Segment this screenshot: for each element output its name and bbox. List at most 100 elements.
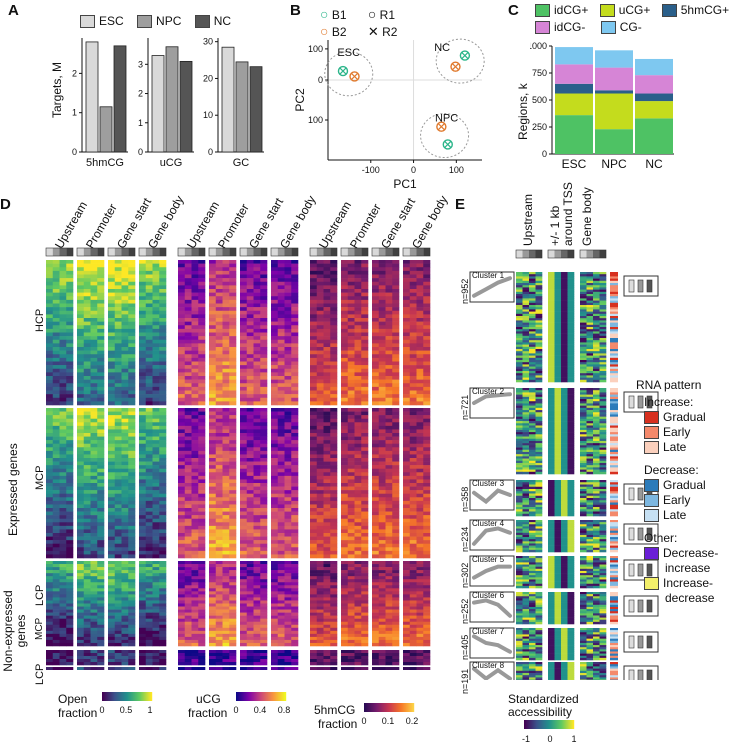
heat-cell	[145, 343, 153, 348]
heat-cell	[184, 515, 192, 520]
heat-cell	[284, 401, 292, 406]
heat-cell	[90, 490, 98, 495]
heat-cell	[240, 603, 248, 607]
heat-cell	[66, 582, 74, 586]
heat-cell	[253, 667, 261, 670]
heat-cell	[198, 656, 206, 660]
heat-cell	[191, 624, 199, 629]
heat-cell	[271, 411, 279, 416]
heat-cell	[83, 260, 91, 264]
heat-cell	[139, 636, 147, 641]
heat-cell	[215, 458, 223, 462]
heat-cell	[184, 307, 192, 312]
heat-cell	[253, 511, 261, 516]
heat-cell	[184, 447, 192, 452]
heat-cell	[229, 588, 237, 592]
heat-cell	[277, 379, 285, 384]
heat-cell	[66, 468, 74, 473]
heat-cell	[145, 518, 153, 523]
heat-cell	[209, 263, 217, 268]
heat-cell	[97, 515, 105, 520]
heat-cell	[191, 372, 199, 377]
heat-cell	[159, 274, 167, 279]
heat-cell	[184, 490, 192, 495]
heat-cell	[253, 336, 261, 341]
heat-cell	[316, 536, 324, 541]
heat-cell	[184, 318, 192, 322]
heat-cell	[97, 376, 105, 380]
heatmap-column	[177, 247, 206, 670]
heat-cell	[66, 636, 74, 641]
heat-cell	[291, 354, 299, 359]
heat-cell	[240, 600, 248, 604]
heat-cell	[90, 285, 98, 290]
heat-cell	[66, 627, 74, 632]
point-npc	[442, 139, 453, 150]
heat-cell	[229, 490, 237, 495]
heat-cell	[253, 339, 261, 344]
heat-cell	[240, 443, 248, 448]
heat-cell	[330, 354, 338, 359]
heat-cell	[184, 390, 192, 395]
heat-cell	[246, 465, 254, 470]
heat-cell	[330, 585, 338, 589]
heat-cell	[330, 274, 338, 279]
heat-cell	[229, 639, 237, 644]
heat-cell	[191, 606, 199, 610]
heat-cell	[83, 475, 91, 480]
heat-cell	[52, 321, 60, 326]
heat-cell	[284, 594, 292, 598]
legend-5hmcg-plus: 5hmCG+	[661, 3, 729, 18]
heat-cell	[128, 591, 136, 595]
heat-cell	[114, 422, 122, 427]
heat-cell	[291, 263, 299, 268]
tick-label: 1	[138, 118, 143, 128]
heat-cell	[222, 454, 230, 459]
heat-cell	[240, 461, 248, 466]
heat-cell	[191, 550, 199, 555]
point-npc	[436, 121, 447, 132]
heat-cell	[310, 606, 318, 610]
heat-cell	[277, 263, 285, 268]
heat-cell	[52, 325, 60, 330]
heat-cell	[260, 321, 268, 326]
panel-c-legend: idCG+ uCG+ 5hmCG+ idCG- CG-	[535, 2, 745, 36]
heat-cell	[341, 376, 349, 380]
heat-cell	[277, 289, 285, 293]
heat-cell	[215, 612, 223, 616]
heat-cell	[316, 390, 324, 395]
heat-cell	[128, 443, 136, 448]
heat-cell	[97, 394, 105, 399]
heat-cell	[139, 336, 147, 341]
heat-cell	[246, 504, 254, 509]
heat-cell	[184, 497, 192, 502]
heat-cell	[108, 588, 116, 592]
heat-cell	[271, 357, 279, 362]
heat-cell	[139, 321, 147, 326]
heat-cell	[310, 627, 318, 632]
heat-cell	[178, 659, 186, 663]
heat-cell	[114, 347, 122, 351]
heat-cell	[209, 525, 217, 530]
heat-cell	[97, 518, 105, 523]
heat-cell	[145, 433, 153, 437]
heat-cell	[198, 263, 206, 268]
heat-cell	[209, 656, 217, 660]
heat-cell	[316, 332, 324, 337]
heat-cell	[229, 260, 237, 264]
heat-cell	[128, 328, 136, 333]
heat-cell	[191, 339, 199, 344]
heat-cell	[178, 522, 186, 527]
heat-cell	[46, 307, 54, 312]
heat-cell	[277, 588, 285, 592]
heat-cell	[323, 659, 331, 663]
heat-cell	[284, 573, 292, 577]
heat-cell	[184, 529, 192, 534]
heat-cell	[347, 343, 355, 348]
heat-cell	[277, 443, 285, 448]
heat-cell	[271, 500, 279, 505]
heat-cell	[253, 515, 261, 520]
heat-cell	[222, 511, 230, 516]
heat-cell	[152, 504, 160, 509]
heat-cell	[184, 458, 192, 462]
